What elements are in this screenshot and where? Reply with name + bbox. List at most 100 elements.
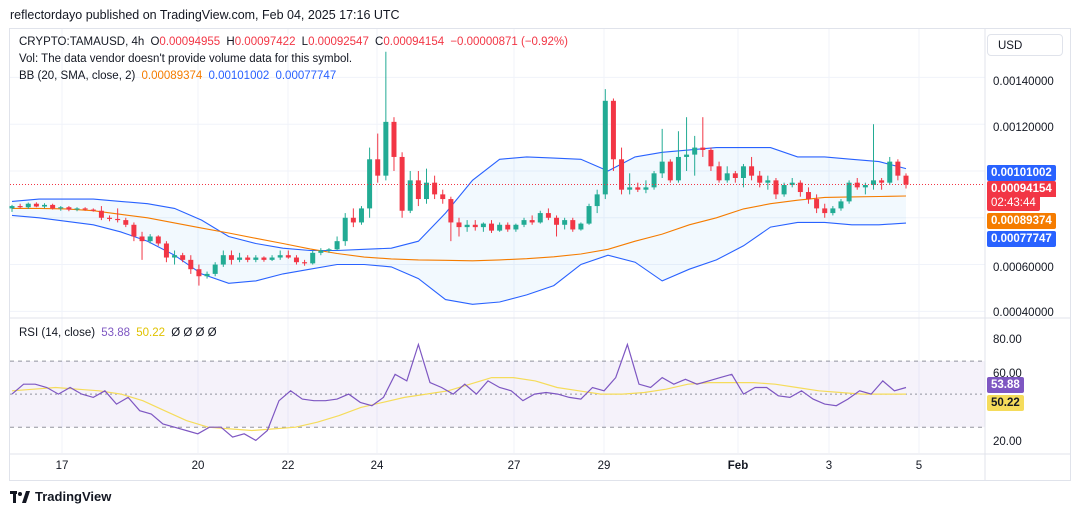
candle (594, 189, 600, 214)
candle-body (838, 201, 844, 209)
candle-body (50, 204, 56, 209)
candle-body (383, 121, 389, 176)
time-tick: 20 (191, 460, 205, 472)
candle (423, 168, 429, 204)
candle-body (440, 194, 446, 200)
candle (139, 231, 145, 260)
candle-body (765, 180, 771, 183)
legend-rsi-value: 53.88 (101, 327, 131, 339)
legend-volume-text: Vol: The data vendor doesn't provide vol… (19, 53, 353, 65)
badge-bb-basis: 0.00089374 (987, 213, 1056, 229)
candle-body (58, 207, 64, 209)
candle-body (903, 175, 909, 185)
candle (814, 194, 820, 214)
candle (342, 213, 348, 246)
candle-body (675, 156, 681, 181)
candle-body (529, 220, 535, 223)
legend-symbol: CRYPTO:TAMAUSD, 4h (19, 36, 145, 48)
candle-body (448, 199, 454, 223)
candle-body (155, 236, 161, 244)
candle (846, 180, 852, 204)
candle-body (497, 224, 503, 231)
legend-close: 0.00094154 (383, 36, 445, 48)
candle (253, 255, 259, 263)
legend-change: −0.00000871 (−0.92%) (450, 36, 568, 48)
badge-rsi: 53.88 (987, 377, 1024, 393)
legend-bb-lower: 0.00077747 (275, 70, 337, 82)
tradingview-logo-icon (10, 490, 30, 503)
candle (350, 208, 356, 228)
candle (66, 206, 72, 212)
candle-body (228, 255, 234, 260)
grid (10, 29, 985, 453)
candle (903, 173, 909, 189)
rsi-tick: 80.00 (993, 334, 1022, 346)
chart-frame[interactable] (9, 28, 1071, 481)
candle-body (33, 203, 39, 207)
candle-body (586, 206, 592, 224)
candle (358, 206, 364, 225)
candle-body (302, 262, 308, 264)
candle-body (619, 159, 625, 190)
candle-body (480, 223, 486, 228)
candle (651, 170, 657, 190)
candle-body (358, 208, 364, 223)
candles (9, 51, 985, 286)
candle-body (318, 250, 324, 253)
candle-body (407, 180, 413, 211)
candle (610, 98, 616, 171)
candle (367, 147, 373, 218)
candle-body (659, 161, 665, 174)
candle (773, 178, 779, 200)
candle (513, 223, 519, 232)
currency-button[interactable]: USD (987, 34, 1063, 56)
candle-body (432, 182, 438, 195)
candle (155, 235, 161, 246)
candle-body (870, 180, 876, 186)
tradingview-brand[interactable]: TradingView (10, 489, 111, 504)
candle-body (237, 257, 243, 260)
candle (58, 206, 64, 211)
bb-lower-line (11, 214, 907, 305)
candle-body (139, 236, 145, 242)
candle (545, 208, 551, 221)
legend-rsi-ma-value: 50.22 (136, 327, 166, 339)
candle-body (545, 213, 551, 218)
candle-body (862, 185, 868, 188)
candle (220, 250, 226, 267)
candle-body (627, 187, 633, 190)
candle-body (269, 257, 275, 260)
candle (245, 255, 251, 263)
candle-body (277, 255, 283, 258)
candle-body (692, 147, 698, 155)
time-tick: 17 (55, 460, 69, 472)
candle (732, 170, 738, 183)
candle-body (830, 208, 836, 214)
candle (98, 206, 104, 221)
candle-body (261, 257, 267, 260)
legend-bb[interactable]: BB (20, SMA, close, 2) 0.00089374 0.0010… (19, 70, 339, 82)
pane-dividers (10, 29, 1070, 480)
candle (277, 250, 283, 260)
candle (399, 152, 405, 218)
candle (432, 175, 438, 200)
candle-body (9, 206, 15, 209)
badge-countdown: 02:43:44 (987, 195, 1040, 211)
time-tick: Feb (727, 460, 749, 472)
candle-body (749, 166, 755, 176)
candle (789, 178, 795, 188)
legend-rsi[interactable]: RSI (14, close) 53.88 50.22 Ø Ø Ø Ø (19, 327, 220, 339)
candle (285, 250, 291, 259)
candle-body (98, 210, 104, 218)
candle-body (724, 173, 730, 181)
candle (870, 124, 876, 190)
candle (724, 166, 730, 183)
candle-body (635, 187, 641, 190)
candle (188, 255, 194, 274)
price-tick: 0.00120000 (993, 122, 1054, 134)
legend-volume: Vol: The data vendor doesn't provide vol… (19, 53, 355, 65)
candle-body (334, 241, 340, 250)
legend-ohlc[interactable]: CRYPTO:TAMAUSD, 4h O0.00094955 H0.000974… (19, 36, 571, 48)
candle-body (350, 217, 356, 223)
